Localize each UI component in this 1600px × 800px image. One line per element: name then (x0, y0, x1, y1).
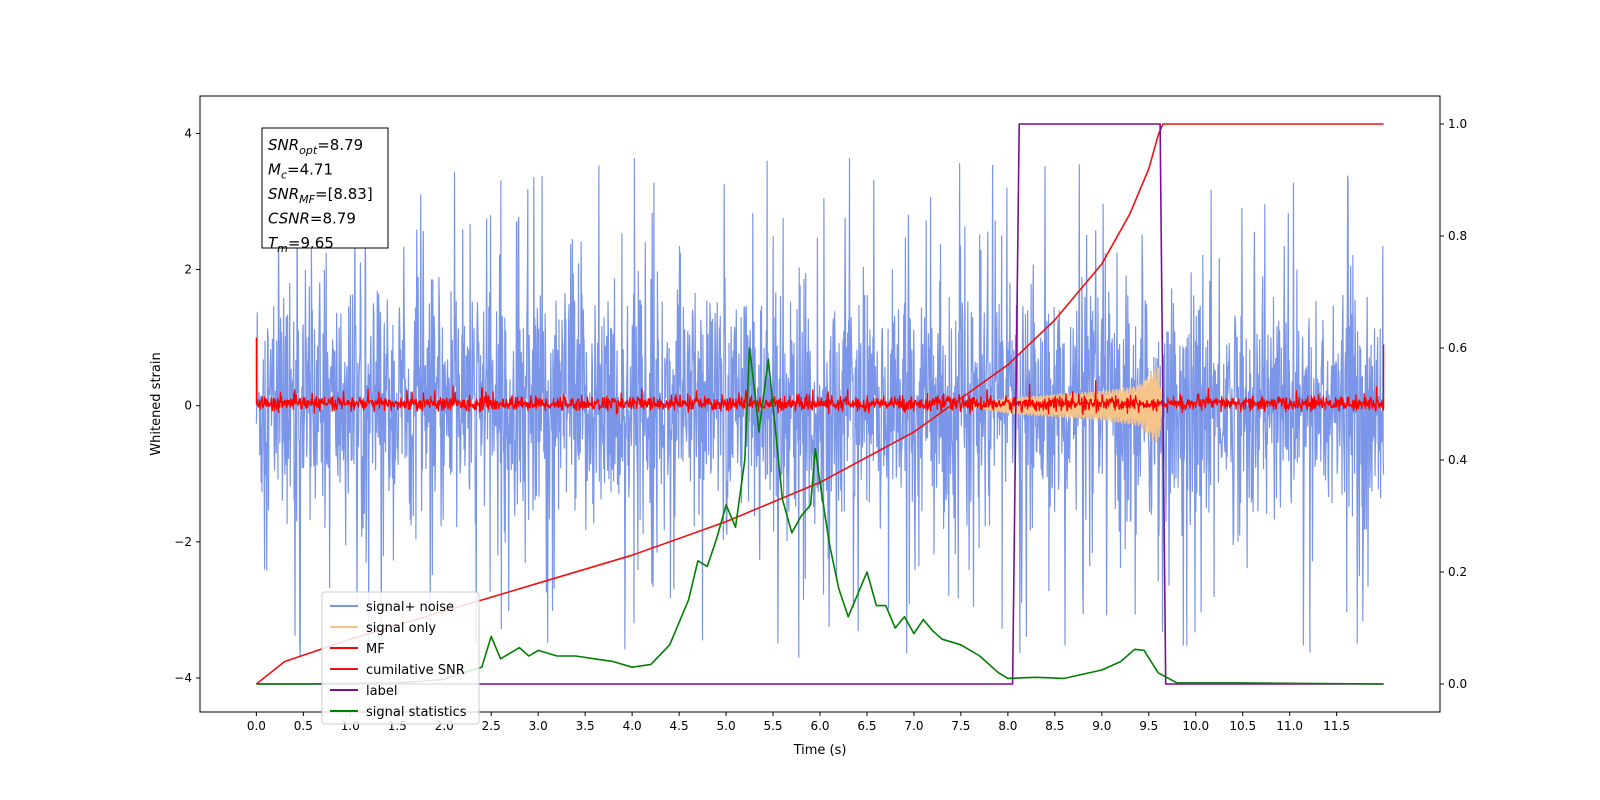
x-tick-label: 7.5 (951, 719, 970, 733)
info-box-line: Mc=4.71 (268, 161, 333, 182)
x-tick-label: 7.0 (904, 719, 923, 733)
legend-entry: label (366, 684, 397, 699)
info-box-line: SNRMF=[8.83] (268, 185, 373, 206)
x-tick-label: 6.5 (857, 719, 876, 733)
x-tick-label: 8.0 (998, 719, 1017, 733)
x-tick-label: 9.0 (1092, 719, 1111, 733)
info-box: SNRopt=8.79 Mc=4.71 SNRMF=[8.83] CSNR=8.79 T… (261, 127, 389, 255)
info-box-line: SNRopt=8.79 (268, 136, 363, 157)
x-axis-label: Time (s) (793, 743, 847, 758)
series-label (256, 123, 1384, 685)
y-tick-label-right: 0.0 (1448, 677, 1467, 691)
y-tick-label-right: 0.2 (1448, 565, 1467, 579)
legend-entry: signal+ noise (366, 600, 454, 615)
y-tick-label-right: 1.0 (1448, 117, 1467, 131)
y-tick-label-left: 0 (184, 399, 192, 413)
legend: signal+ noise signal only MF cumilative SNR… (321, 591, 480, 725)
y-tick-label-left: −2 (174, 535, 192, 549)
x-tick-label: 4.5 (670, 719, 689, 733)
x-tick-label: 9.5 (1139, 719, 1158, 733)
x-tick-label: 10.0 (1182, 719, 1209, 733)
x-tick-label: 5.0 (717, 719, 736, 733)
x-tick-label: 11.5 (1323, 719, 1350, 733)
y-tick-label-left: −4 (174, 671, 192, 685)
legend-entry: MF (366, 642, 385, 657)
series-signal-statistics (256, 347, 1384, 685)
y-tick-label-right: 0.8 (1448, 229, 1467, 243)
y-tick-label-left: 2 (184, 263, 192, 277)
y-tick-label-right: 0.4 (1448, 453, 1467, 467)
x-tick-label: 5.5 (763, 719, 782, 733)
x-tick-label: 4.0 (623, 719, 642, 733)
series-signal-noise (255, 157, 1385, 658)
y-tick-label-right: 0.6 (1448, 341, 1467, 355)
x-tick-label: 2.5 (482, 719, 501, 733)
y-axis-label-left: Whitened strain (149, 352, 164, 455)
series-mf (255, 337, 1385, 416)
info-box-line: CSNR=8.79 (268, 210, 356, 228)
x-tick-label: 6.0 (810, 719, 829, 733)
legend-entry: cumilative SNR (366, 663, 465, 678)
y-tick-label-left: 4 (184, 126, 192, 140)
legend-frame (321, 591, 480, 725)
x-tick-label: 0.5 (294, 719, 313, 733)
x-tick-label: 3.5 (576, 719, 595, 733)
legend-entry: signal statistics (366, 705, 467, 720)
x-tick-label: 8.5 (1045, 719, 1064, 733)
legend-entry: signal only (366, 621, 436, 636)
x-tick-label: 3.0 (529, 719, 548, 733)
x-tick-label: 11.0 (1276, 719, 1303, 733)
series-signal-only (969, 367, 1164, 444)
x-tick-label: 0.0 (247, 719, 266, 733)
info-box-line: Tm=9.65 (268, 234, 334, 255)
info-box-frame (261, 127, 389, 249)
x-tick-label: 10.5 (1229, 719, 1256, 733)
